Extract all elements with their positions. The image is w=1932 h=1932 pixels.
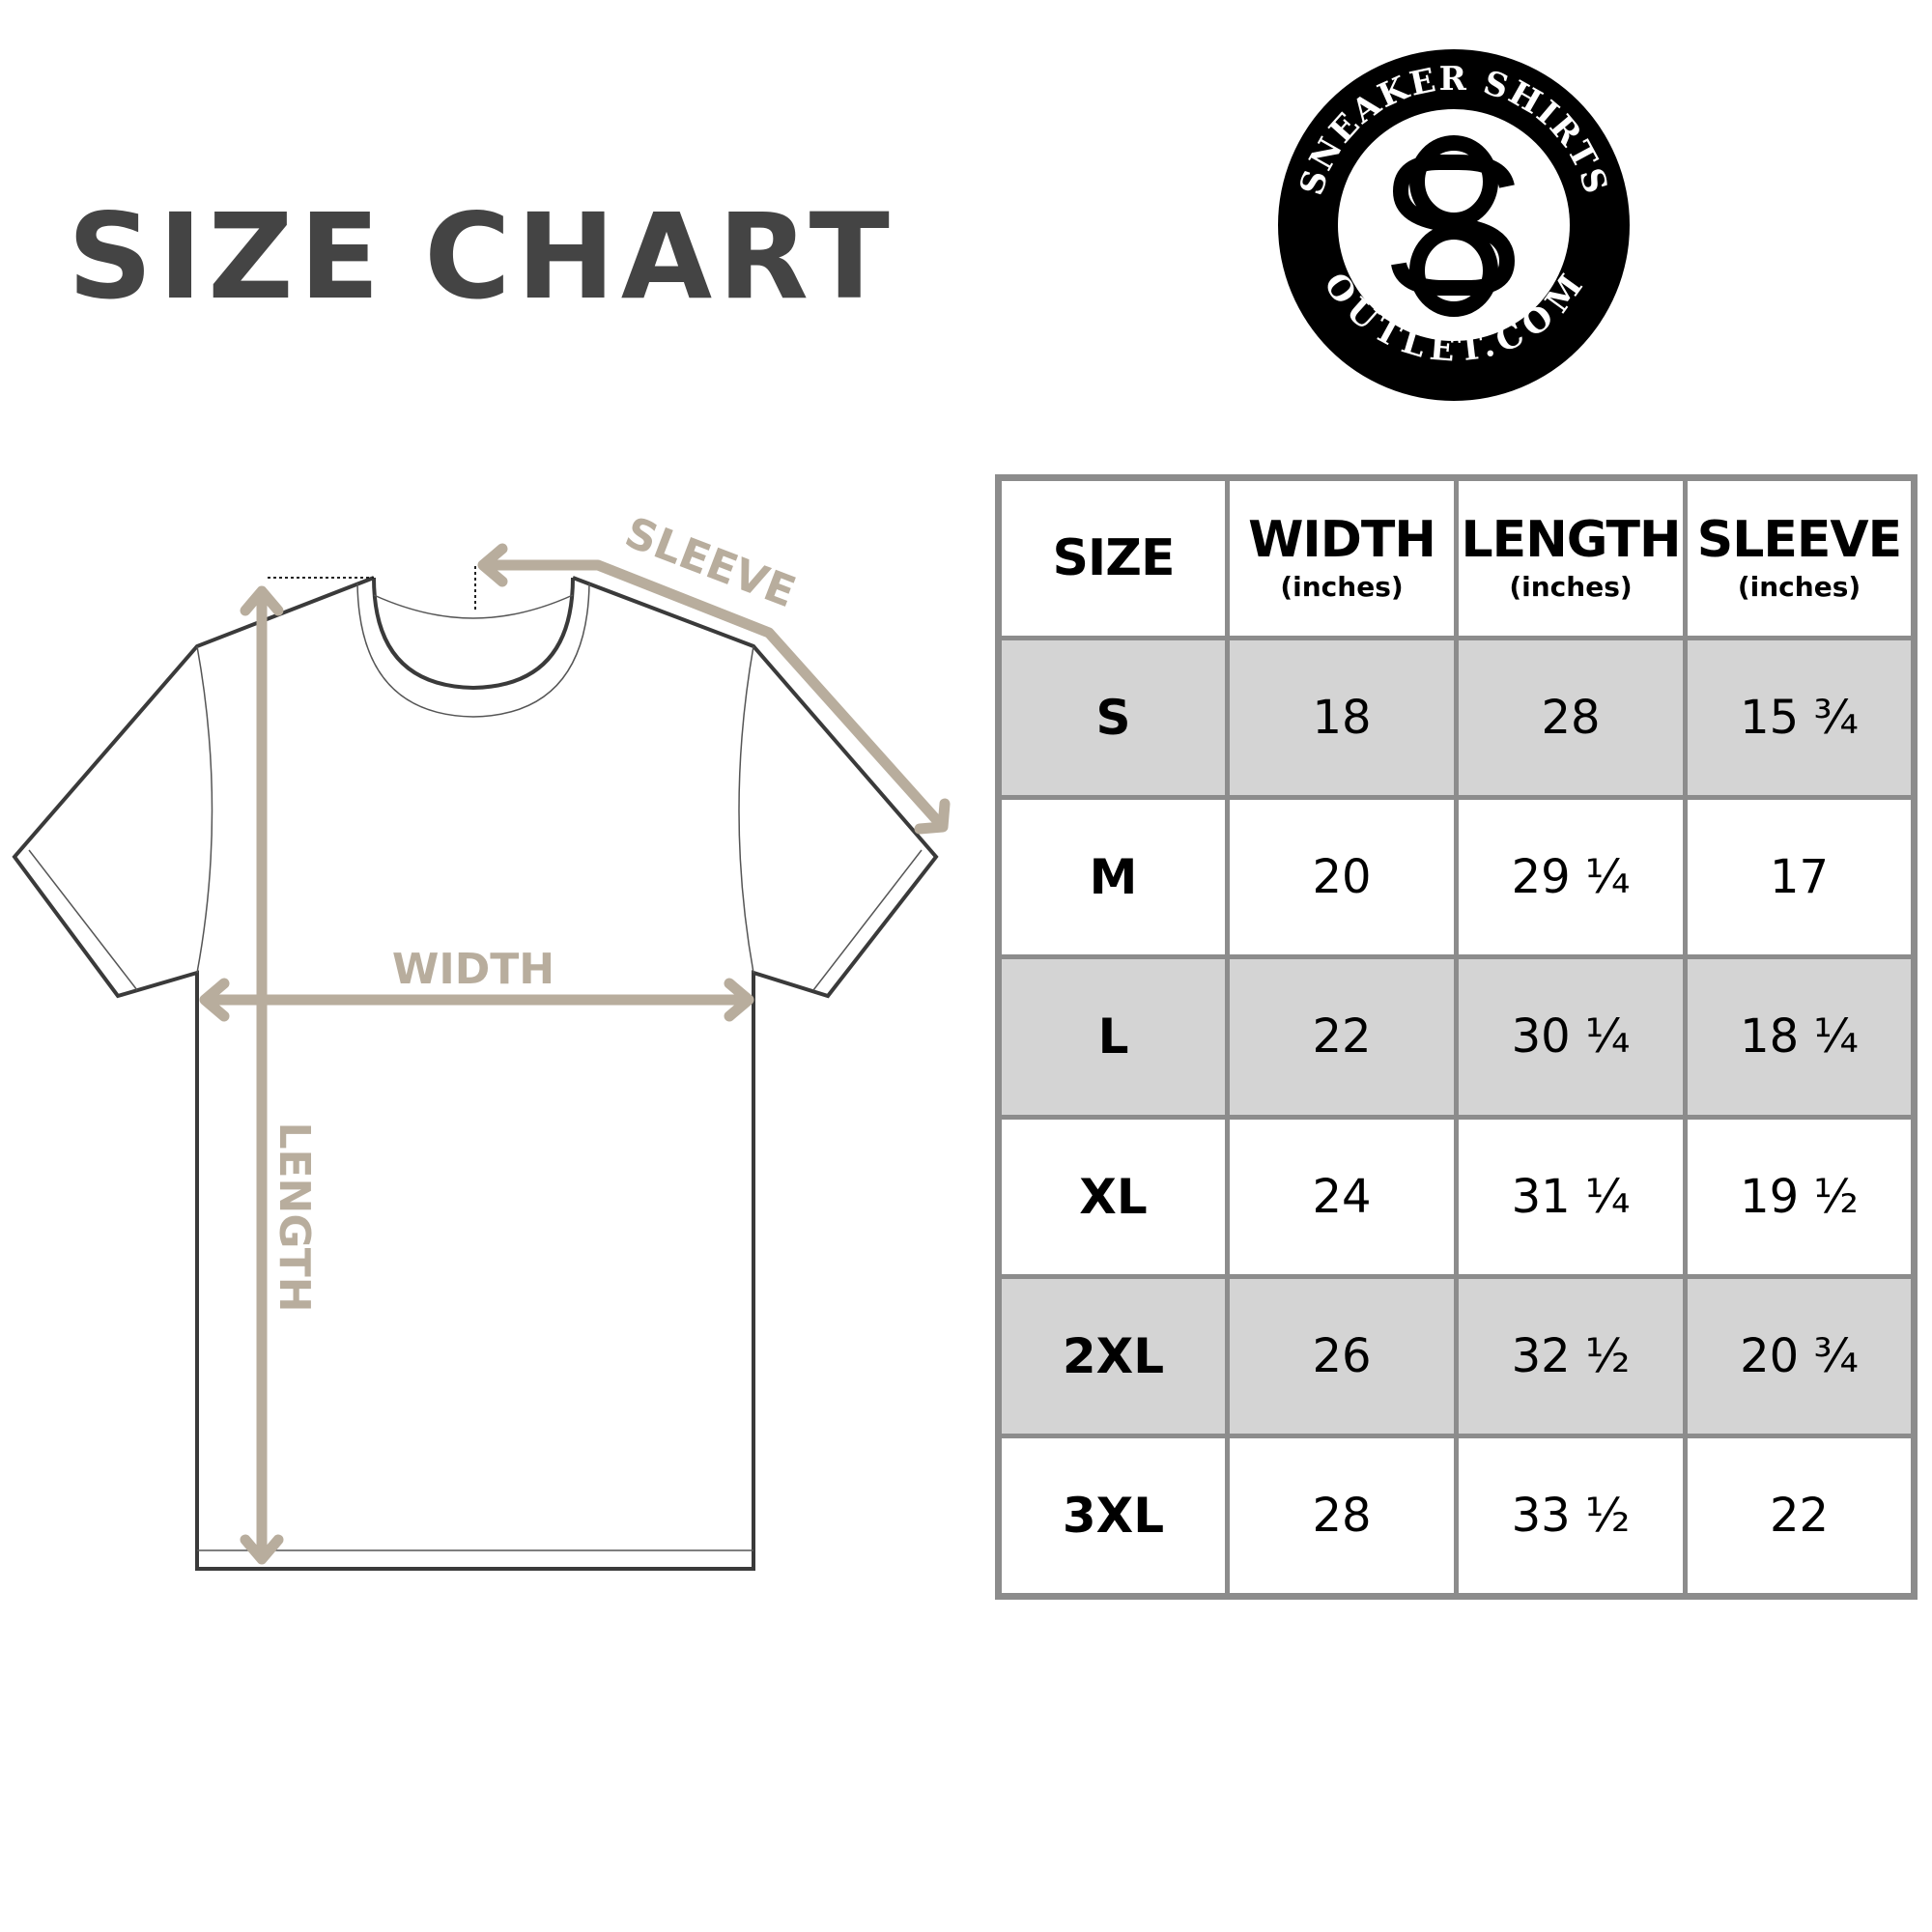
sleeve-arrow	[477, 543, 951, 835]
table-row: XL 24 31 ¼ 19 ½	[996, 1114, 1917, 1279]
cell-length: 31 ¼	[1454, 1114, 1688, 1279]
cell-sleeve: 19 ½	[1683, 1114, 1917, 1279]
cell-size: M	[996, 795, 1230, 960]
cell-size: XL	[996, 1114, 1230, 1279]
sleeve-label: SLEEVE	[618, 508, 802, 618]
cell-sleeve: 18 ¼	[1683, 954, 1917, 1120]
brand-logo: SNEAKER SHIRTS OUTLET.COM	[1278, 49, 1630, 401]
length-arrow	[240, 585, 284, 1565]
table-row: L 22 30 ¼ 18 ¼	[996, 954, 1917, 1120]
cell-size: 2XL	[996, 1273, 1230, 1438]
header-size: SIZE	[996, 474, 1230, 641]
cell-width: 26	[1225, 1273, 1459, 1438]
cell-length: 32 ½	[1454, 1273, 1688, 1438]
cell-sleeve: 15 ¾	[1683, 636, 1917, 801]
page-title: SIZE CHART	[68, 198, 934, 316]
cell-sleeve: 17	[1683, 795, 1917, 960]
length-label: LENGTH	[270, 1122, 319, 1312]
header-sleeve: SLEEVE (inches)	[1683, 474, 1917, 641]
width-arrow	[199, 978, 754, 1022]
table-row: S 18 28 15 ¾	[996, 636, 1917, 801]
table-row: 2XL 26 32 ½ 20 ¾	[996, 1273, 1917, 1438]
cell-length: 33 ½	[1454, 1433, 1688, 1600]
cell-size: L	[996, 954, 1230, 1120]
cell-size: S	[996, 636, 1230, 801]
table-row: M 20 29 ¼ 17	[996, 795, 1917, 960]
table-header-row: SIZE WIDTH (inches) LENGTH (inches) SLEEVE…	[996, 474, 1917, 641]
title-word-chart: CHART	[424, 188, 895, 326]
cell-width: 22	[1225, 954, 1459, 1120]
cell-width: 24	[1225, 1114, 1459, 1279]
cell-width: 18	[1225, 636, 1459, 801]
title-word-size: SIZE	[68, 188, 386, 326]
shirt-diagram: WIDTH LENGTH SLEEVE	[12, 508, 951, 1571]
width-label: WIDTH	[392, 945, 554, 994]
cell-length: 30 ¼	[1454, 954, 1688, 1120]
cell-width: 28	[1225, 1433, 1459, 1600]
monogram-icon	[1391, 135, 1516, 317]
cell-length: 29 ¼	[1454, 795, 1688, 960]
cell-width: 20	[1225, 795, 1459, 960]
shirt-outline	[12, 576, 939, 1571]
cell-length: 28	[1454, 636, 1688, 801]
header-width: WIDTH (inches)	[1225, 474, 1459, 641]
table-row: 3XL 28 33 ½ 22	[996, 1433, 1917, 1600]
cell-sleeve: 20 ¾	[1683, 1273, 1917, 1438]
cell-sleeve: 22	[1683, 1433, 1917, 1600]
size-table: SIZE WIDTH (inches) LENGTH (inches) SLEEVE…	[995, 474, 1918, 1600]
cell-size: 3XL	[996, 1433, 1230, 1600]
header-length: LENGTH (inches)	[1454, 474, 1688, 641]
